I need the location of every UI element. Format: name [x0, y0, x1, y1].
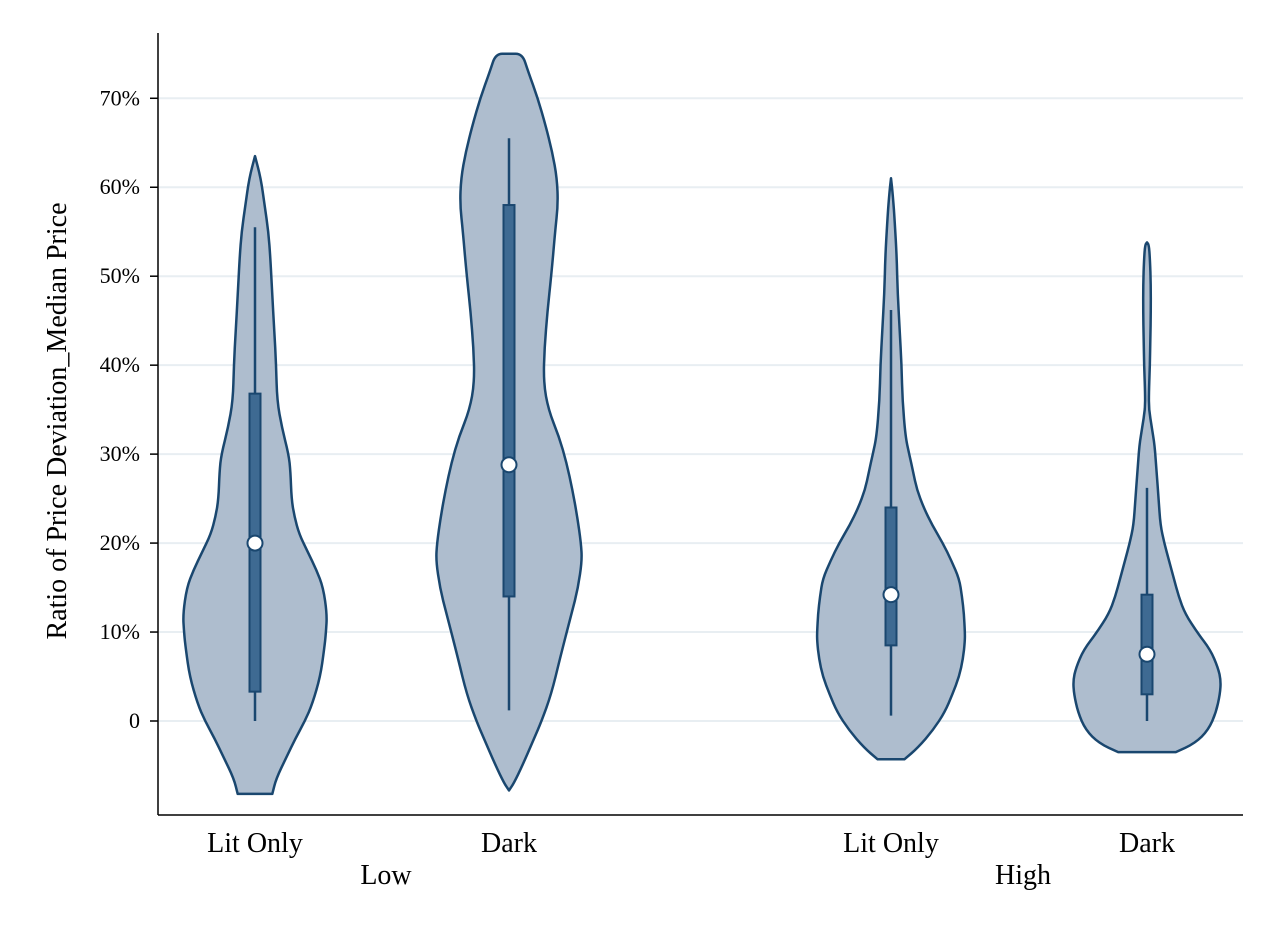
x-group-label: Low	[360, 860, 412, 891]
median-marker	[500, 456, 518, 474]
iqr-box	[1140, 593, 1154, 696]
x-category-label: Lit Only	[843, 828, 939, 859]
x-category-label: Lit Only	[207, 828, 303, 859]
iqr-box	[884, 506, 898, 647]
violin-high-lit-only	[815, 177, 967, 761]
violin-low-dark	[435, 52, 583, 792]
violin-high-dark	[1072, 241, 1222, 754]
median-marker	[246, 534, 264, 552]
median-marker	[1138, 645, 1156, 663]
y-tick-label: 60%	[100, 174, 140, 199]
x-category-labels: Lit Only Dark Low Lit Only Dark High	[207, 828, 1175, 891]
violin-low-lit-only	[182, 154, 328, 796]
y-tick-label: 20%	[100, 530, 140, 555]
y-tick-label: 70%	[100, 85, 140, 110]
x-category-label: Dark	[481, 828, 537, 859]
x-category-label: Dark	[1119, 828, 1175, 859]
x-group-label: High	[995, 860, 1051, 891]
violins	[182, 52, 1222, 796]
median-marker	[882, 586, 900, 604]
iqr-box	[502, 204, 516, 598]
y-tick-label: 10%	[100, 619, 140, 644]
y-ticks: 0 10% 20% 30% 40% 50% 60% 70%	[100, 85, 158, 733]
y-tick-label: 40%	[100, 352, 140, 377]
y-tick-label: 50%	[100, 263, 140, 288]
y-axis-title: Ratio of Price Deviation_Median Price	[42, 203, 73, 640]
gridlines	[159, 97, 1243, 722]
axes	[157, 33, 1243, 816]
y-tick-label: 30%	[100, 441, 140, 466]
y-tick-label: 0	[129, 708, 140, 733]
